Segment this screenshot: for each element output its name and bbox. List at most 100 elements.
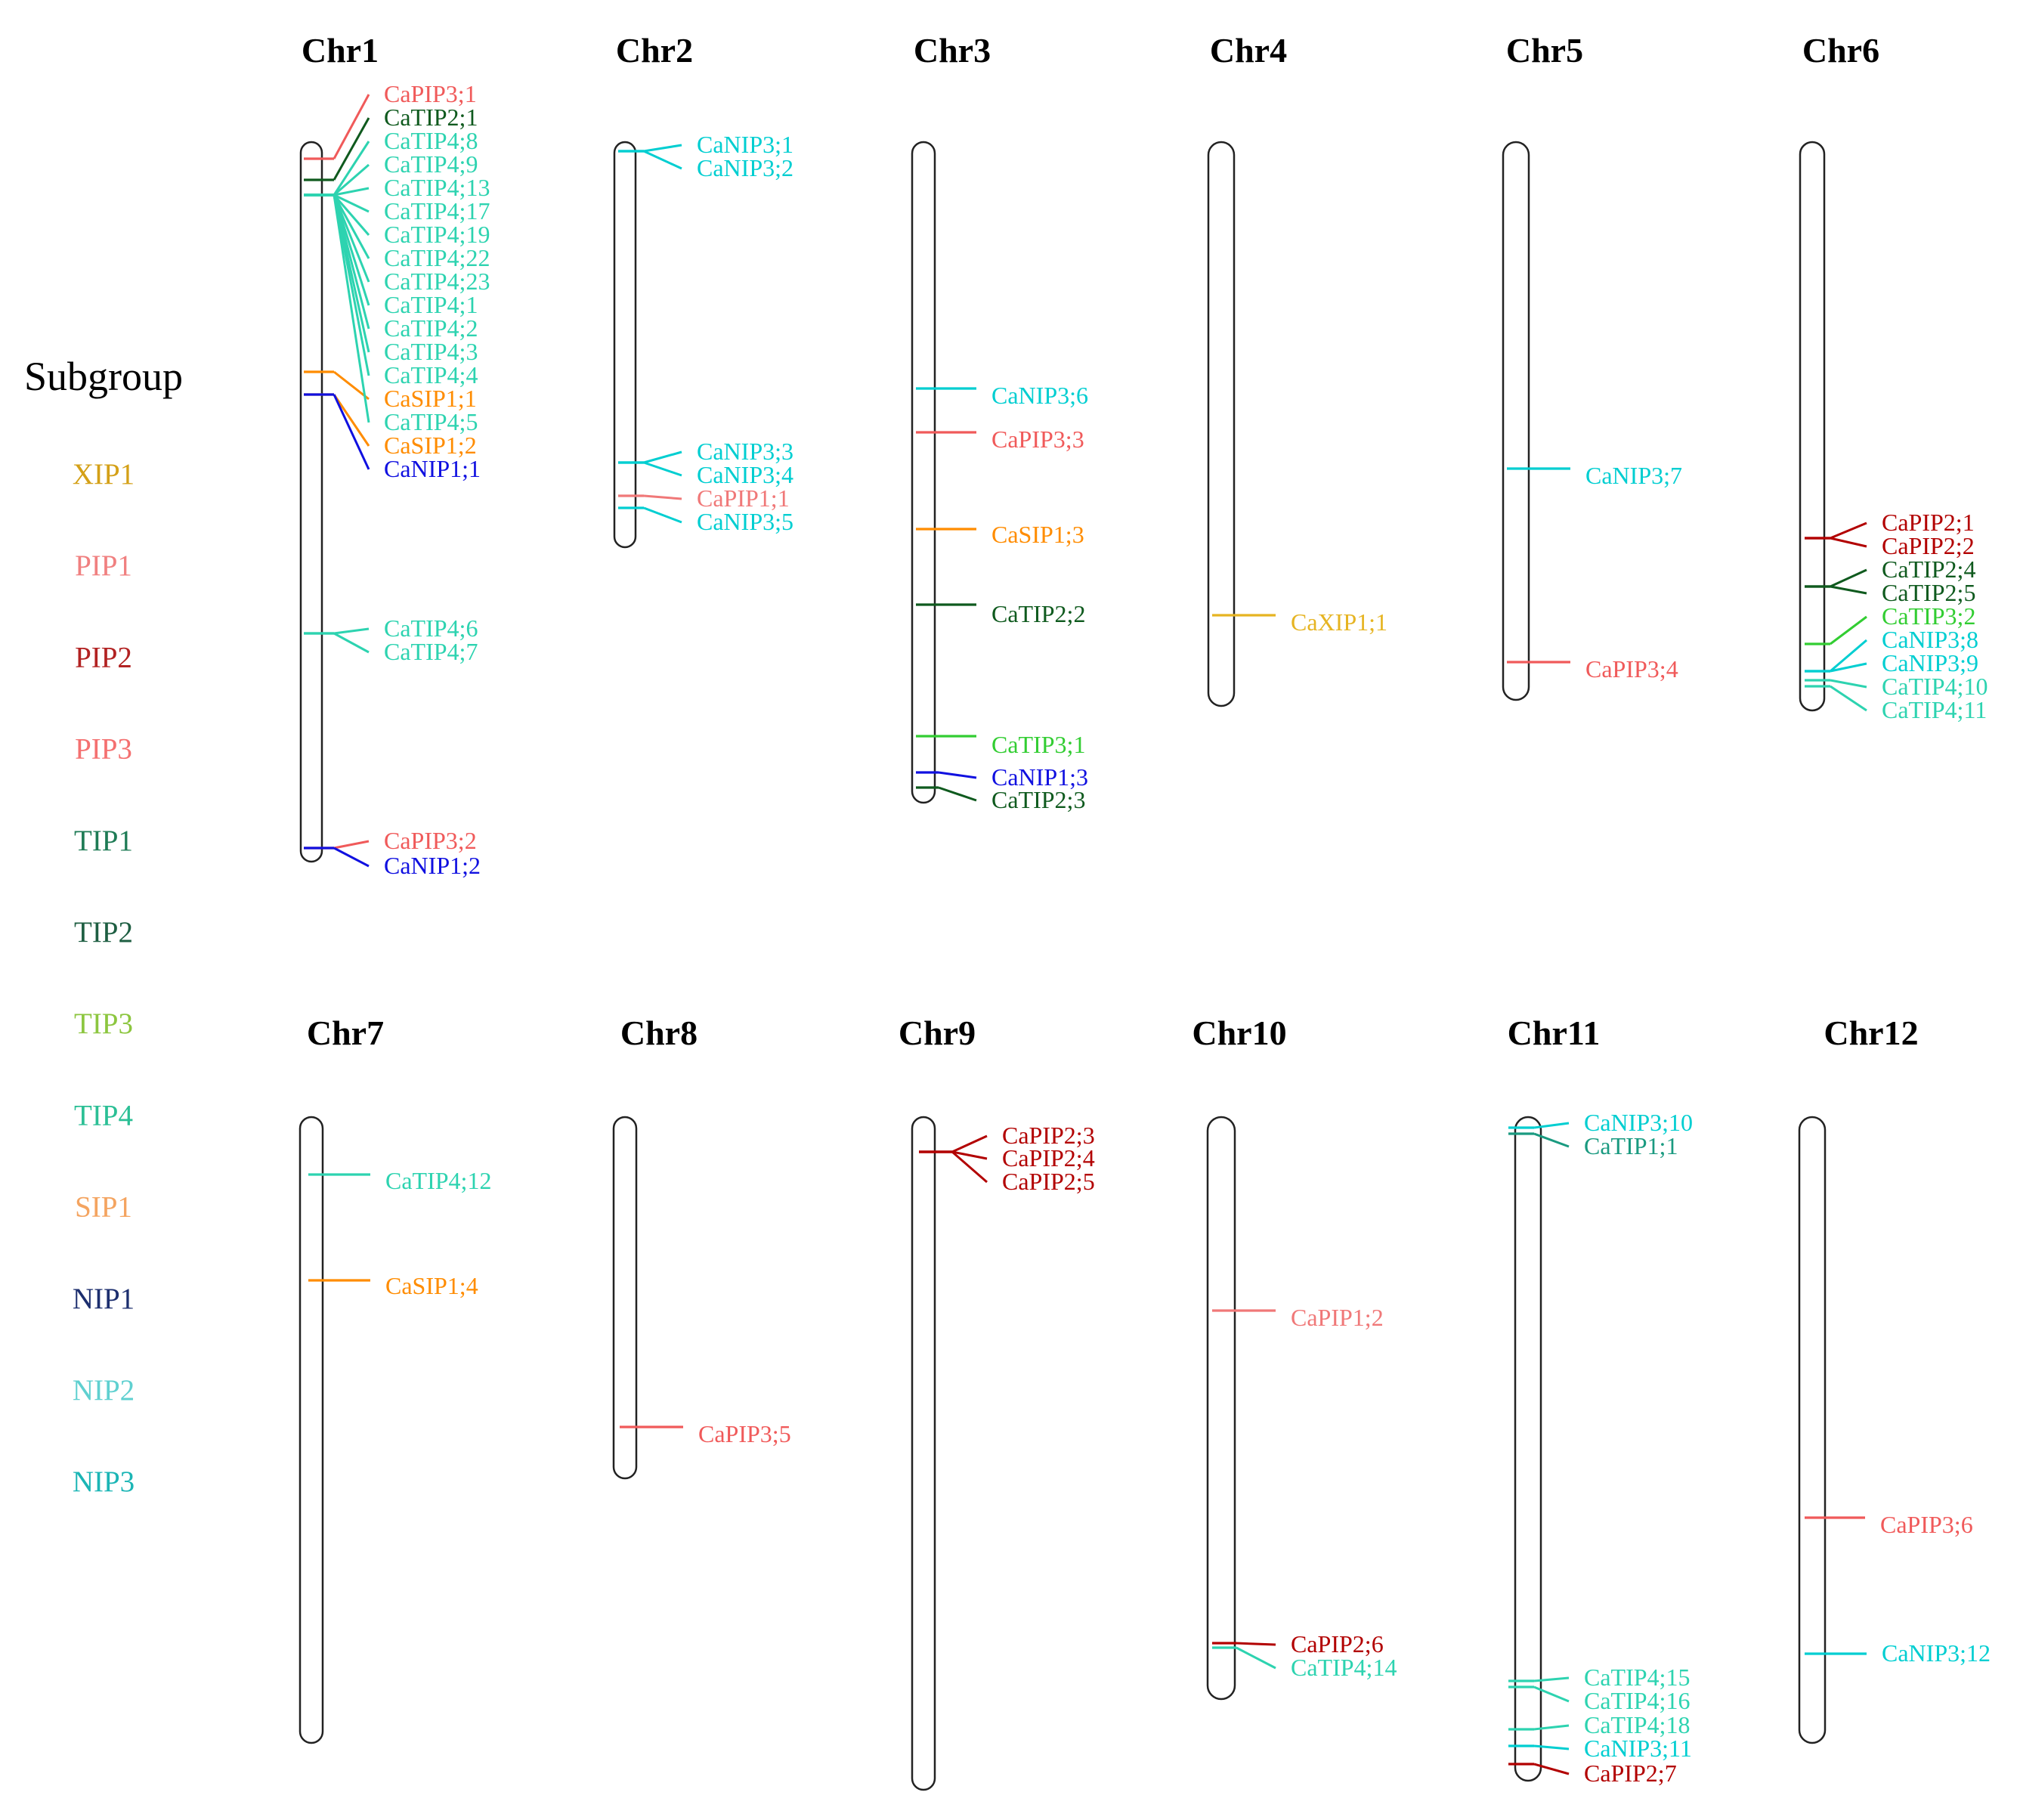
gene-connector [643,461,682,477]
gene-connector [1533,1132,1570,1148]
chromosome-chr1: Chr1CaPIP3;1CaTIP2;1CaTIP4;8CaTIP4;9CaTI… [299,31,490,879]
gene-canip3-9: CaNIP3;9 [1805,649,1978,676]
gene-catip4-17: CaTIP4;17 [304,193,490,224]
chromosome-title: Chr12 [1824,1014,1918,1052]
gene-label: CaTIP4;5 [384,408,478,435]
gene-canip3-12: CaNIP3;12 [1805,1639,1991,1667]
chromosome-title: Chr11 [1508,1014,1601,1052]
legend-item-nip1: NIP1 [73,1283,135,1315]
gene-connector [333,187,370,197]
chromosome-body [911,141,936,804]
gene-capip3-6: CaPIP3;6 [1805,1511,1973,1538]
gene-label: CaTIP2;3 [991,786,1085,813]
gene-connector [1830,685,1867,712]
gene-catip2-3: CaTIP2;3 [916,786,1085,813]
gene-label: CaNIP3;2 [697,154,793,181]
legend-item-xip1: XIP1 [73,458,135,491]
legend-item-nip3: NIP3 [73,1466,135,1498]
gene-canip3-3: CaNIP3;3 [618,438,793,465]
chromosome-title: Chr5 [1506,31,1583,70]
gene-casip1-4: CaSIP1;4 [308,1272,478,1299]
gene-catip4-7: CaTIP4;7 [304,632,478,665]
gene-connector [333,194,370,376]
gene-label: CaNIP3;11 [1584,1735,1692,1762]
gene-canip3-10: CaNIP3;10 [1508,1109,1693,1136]
legend-item-pip2: PIP2 [75,641,132,673]
chromosome-title: Chr9 [899,1014,976,1052]
chromosome-body [1206,1116,1236,1701]
chromosome-body [1502,141,1530,701]
gene-capip2-2: CaPIP2;2 [1805,532,1975,559]
gene-catip4-1: CaTIP4;1 [304,193,478,318]
gene-label: CaNIP3;1 [697,131,793,158]
gene-label: CaNIP3;9 [1882,649,1978,676]
gene-catip4-16: CaTIP4;16 [1508,1685,1690,1714]
gene-label: CaPIP2;7 [1584,1760,1677,1787]
gene-connector [643,144,682,153]
gene-label: CaTIP4;4 [384,361,478,388]
gene-connector [643,494,682,500]
gene-label: CaTIP3;2 [1882,602,1975,630]
gene-catip4-6: CaTIP4;6 [304,614,478,642]
gene-label: CaPIP3;4 [1585,655,1678,682]
chromosome-chr5: Chr5 CaNIP3;7 CaPIP3;4 [1502,31,1682,701]
gene-canip3-7: CaNIP3;7 [1507,462,1682,489]
gene-catip4-10: CaTIP4;10 [1805,673,1988,700]
gene-casip1-1: CaSIP1;1 [304,370,477,412]
gene-label: CaSIP1;2 [384,432,477,459]
gene-connector [333,194,370,283]
gene-label: CaXIP1;1 [1291,608,1387,636]
gene-label: CaTIP4;9 [384,150,478,178]
gene-catip4-14: CaTIP4;14 [1212,1646,1397,1681]
gene-capip3-2: CaPIP3;2 [304,827,477,854]
gene-catip4-12: CaTIP4;12 [308,1167,491,1194]
gene-label: CaPIP3;2 [384,827,477,854]
gene-connector [1533,1685,1570,1703]
gene-label: CaTIP4;7 [384,638,478,665]
gene-connector [333,394,370,447]
gene-connector [1830,662,1867,673]
gene-catip4-18: CaTIP4;18 [1508,1711,1690,1738]
gene-catip4-11: CaTIP4;11 [1805,685,1987,723]
gene-label: CaTIP4;8 [384,127,478,154]
gene-connector [643,450,682,464]
gene-connector [333,847,370,868]
gene-label: CaTIP1;1 [1584,1132,1678,1159]
gene-connector [333,840,370,850]
gene-connector [1533,1724,1570,1731]
gene-catip4-9: CaTIP4;9 [304,150,478,197]
chromosome-panel: Chr1CaPIP3;1CaTIP2;1CaTIP4;8CaTIP4;9CaTI… [299,31,1991,1791]
gene-connector [643,150,682,170]
gene-capip2-6: CaPIP2;6 [1212,1630,1384,1658]
gene-canip3-6: CaNIP3;6 [916,382,1088,409]
gene-label: CaTIP2;2 [991,600,1085,627]
gene-label: CaNIP1;1 [384,455,481,482]
gene-label: CaNIP1;2 [384,852,481,879]
gene-label: CaTIP4;10 [1882,673,1988,700]
gene-capip2-7: CaPIP2;7 [1508,1760,1677,1787]
chromosome-title: Chr7 [307,1014,384,1052]
gene-catip3-2: CaTIP3;2 [1805,602,1975,645]
gene-casip1-2: CaSIP1;2 [304,393,477,459]
gene-connector [333,632,370,654]
gene-label: CaTIP4;23 [384,268,490,295]
gene-connector [938,786,977,802]
gene-label: CaTIP4;17 [384,197,490,224]
gene-connector [333,194,370,423]
gene-label: CaTIP2;4 [1882,556,1975,583]
gene-label: CaNIP3;10 [1584,1109,1693,1136]
gene-label: CaSIP1;1 [384,385,477,412]
gene-label: CaNIP3;5 [697,508,793,535]
gene-label: CaPIP3;1 [384,80,477,107]
gene-label: CaPIP2;6 [1291,1630,1384,1658]
gene-connector [1830,568,1867,588]
gene-label: CaTIP4;2 [384,314,478,342]
gene-label: CaTIP4;19 [384,221,490,248]
gene-label: CaSIP1;3 [991,521,1084,548]
gene-label: CaPIP3;5 [698,1420,791,1447]
legend-item-sip1: SIP1 [75,1191,132,1224]
gene-connector [951,1134,988,1153]
